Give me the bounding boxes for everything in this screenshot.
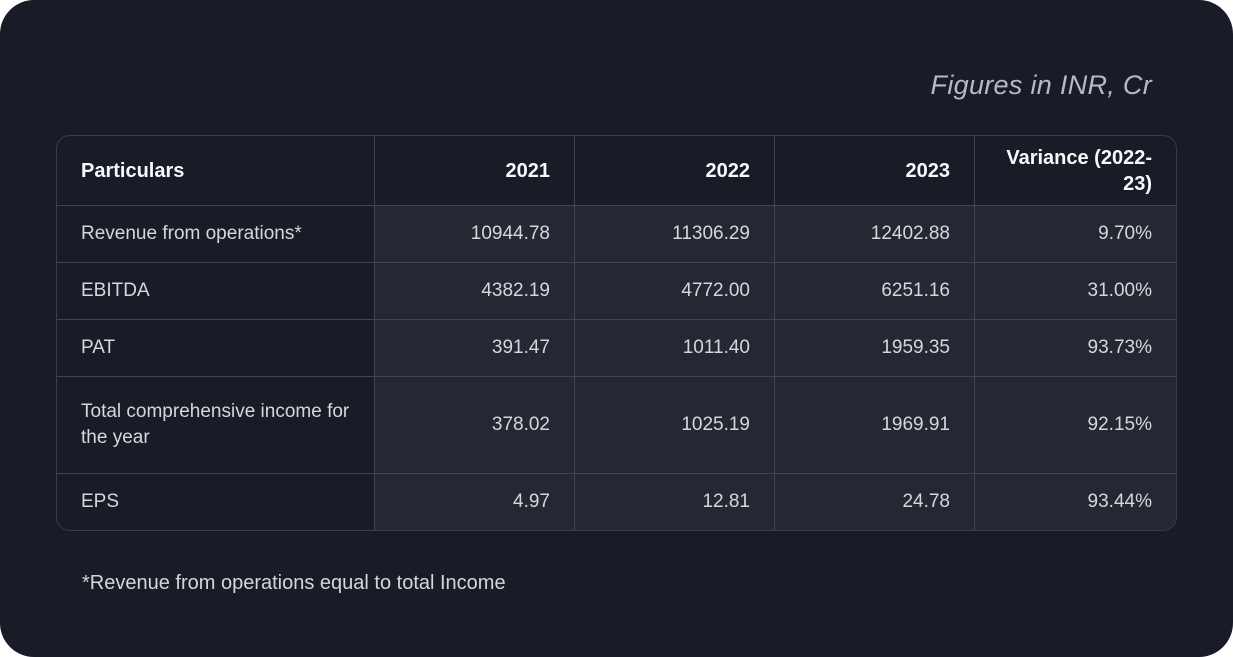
column-header-particulars: Particulars	[81, 159, 185, 182]
table-row: Total comprehensive income for the year …	[57, 376, 1176, 473]
table-row: EBITDA 4382.19 4772.00 6251.16 31.00%	[57, 262, 1176, 319]
cell-value: 24.78	[774, 473, 974, 530]
cell-value: 31.00%	[974, 262, 1176, 319]
cell-value: 391.47	[374, 319, 574, 376]
cell-value: 4382.19	[374, 262, 574, 319]
row-label: EPS	[57, 473, 374, 530]
cell-value: 12402.88	[774, 205, 974, 262]
table-row: PAT 391.47 1011.40 1959.35 93.73%	[57, 319, 1176, 376]
cell-value: 1011.40	[574, 319, 774, 376]
table-header-row: Particulars 2021 2022 2023 Variance (202…	[57, 136, 1176, 205]
cell-value: 6251.16	[774, 262, 974, 319]
row-label: Total comprehensive income for the year	[57, 376, 374, 473]
cell-value: 378.02	[374, 376, 574, 473]
cell-value: 12.81	[574, 473, 774, 530]
cell-value: 92.15%	[974, 376, 1176, 473]
row-label: PAT	[57, 319, 374, 376]
row-label: Revenue from operations*	[57, 205, 374, 262]
financials-table: Particulars 2021 2022 2023 Variance (202…	[57, 136, 1176, 530]
cell-value: 9.70%	[974, 205, 1176, 262]
row-label: EBITDA	[57, 262, 374, 319]
column-header-variance: Variance (2022-23)	[974, 136, 1176, 205]
table-row: Revenue from operations* 10944.78 11306.…	[57, 205, 1176, 262]
table-row: EPS 4.97 12.81 24.78 93.44%	[57, 473, 1176, 530]
cell-value: 93.73%	[974, 319, 1176, 376]
column-header-2022: 2022	[574, 136, 774, 205]
cell-value: 93.44%	[974, 473, 1176, 530]
cell-value: 11306.29	[574, 205, 774, 262]
cell-value: 4.97	[374, 473, 574, 530]
footnote: *Revenue from operations equal to total …	[82, 572, 506, 594]
cell-value: 10944.78	[374, 205, 574, 262]
cell-value: 1025.19	[574, 376, 774, 473]
column-header-2021: 2021	[374, 136, 574, 205]
cell-value: 1969.91	[774, 376, 974, 473]
cell-value: 1959.35	[774, 319, 974, 376]
column-header-2023: 2023	[774, 136, 974, 205]
cell-value: 4772.00	[574, 262, 774, 319]
financials-table-container: Particulars 2021 2022 2023 Variance (202…	[56, 135, 1177, 531]
units-note: Figures in INR, Cr	[930, 70, 1152, 100]
